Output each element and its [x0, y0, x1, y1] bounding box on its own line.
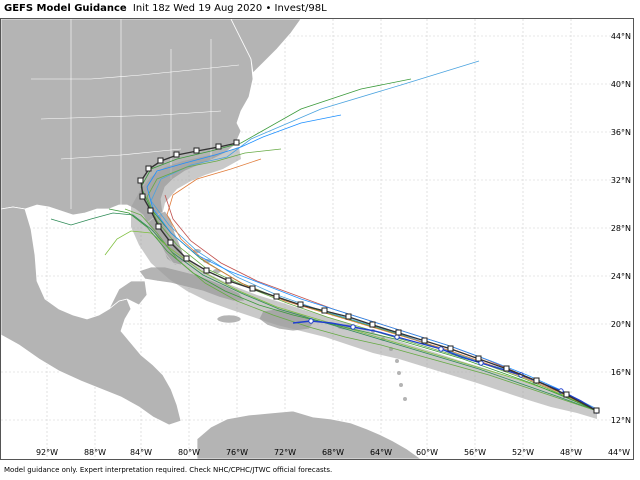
lon-label: 72°W — [274, 448, 296, 457]
member-track — [104, 230, 598, 412]
lon-label: 84°W — [130, 448, 152, 457]
disclaimer-text: Model guidance only. Expert interpretati… — [4, 466, 333, 474]
lon-label: 68°W — [322, 448, 344, 457]
mean-track-markers — [137, 139, 600, 414]
lat-label: 20°N — [611, 320, 631, 329]
lon-label: 80°W — [178, 448, 200, 457]
yucatan-land — [108, 280, 148, 310]
lat-label: 12°N — [611, 416, 631, 425]
canada-land — [230, 18, 302, 74]
south-america-land — [196, 410, 423, 460]
lon-label: 56°W — [464, 448, 486, 457]
page-subtitle: Init 18z Wed 19 Aug 2020 • Invest/98L — [132, 3, 327, 14]
member-track — [108, 208, 598, 412]
member-track — [124, 208, 598, 412]
lat-label: 28°N — [611, 224, 631, 233]
member-track — [146, 114, 598, 412]
lon-label: 60°W — [416, 448, 438, 457]
lon-label: 92°W — [36, 448, 58, 457]
lat-label: 24°N — [611, 272, 631, 281]
lat-label: 44°N — [611, 32, 631, 41]
lat-label: 40°N — [611, 80, 631, 89]
lat-label: 16°N — [611, 368, 631, 377]
lon-label: 44°W — [608, 448, 630, 457]
track-map: 44°N 40°N 36°N 32°N 28°N 24°N 20°N 16°N … — [0, 18, 633, 460]
header: GEFS Model Guidance Init 18z Wed 19 Aug … — [0, 0, 640, 18]
forecast-cone — [131, 147, 597, 419]
lon-label: 52°W — [512, 448, 534, 457]
member-track — [150, 60, 598, 410]
longitude-labels: 92°W 88°W 84°W 80°W 76°W 72°W 68°W 64°W … — [36, 448, 630, 457]
latitude-labels: 44°N 40°N 36°N 32°N 28°N 24°N 20°N 16°N … — [611, 32, 631, 425]
jamaica-land — [216, 314, 242, 324]
map-panel: 44°N 40°N 36°N 32°N 28°N 24°N 20°N 16°N … — [0, 18, 634, 460]
member-track — [50, 212, 598, 412]
lat-label: 36°N — [611, 128, 631, 137]
lon-label: 48°W — [560, 448, 582, 457]
lon-label: 88°W — [84, 448, 106, 457]
lon-label: 64°W — [370, 448, 392, 457]
page-title: GEFS Model Guidance — [4, 3, 127, 14]
ensemble-mean-track — [140, 142, 598, 412]
state-borders — [31, 19, 240, 209]
lat-label: 32°N — [611, 176, 631, 185]
member-track — [166, 158, 598, 412]
lon-label: 76°W — [226, 448, 248, 457]
mexico-land — [0, 206, 182, 426]
